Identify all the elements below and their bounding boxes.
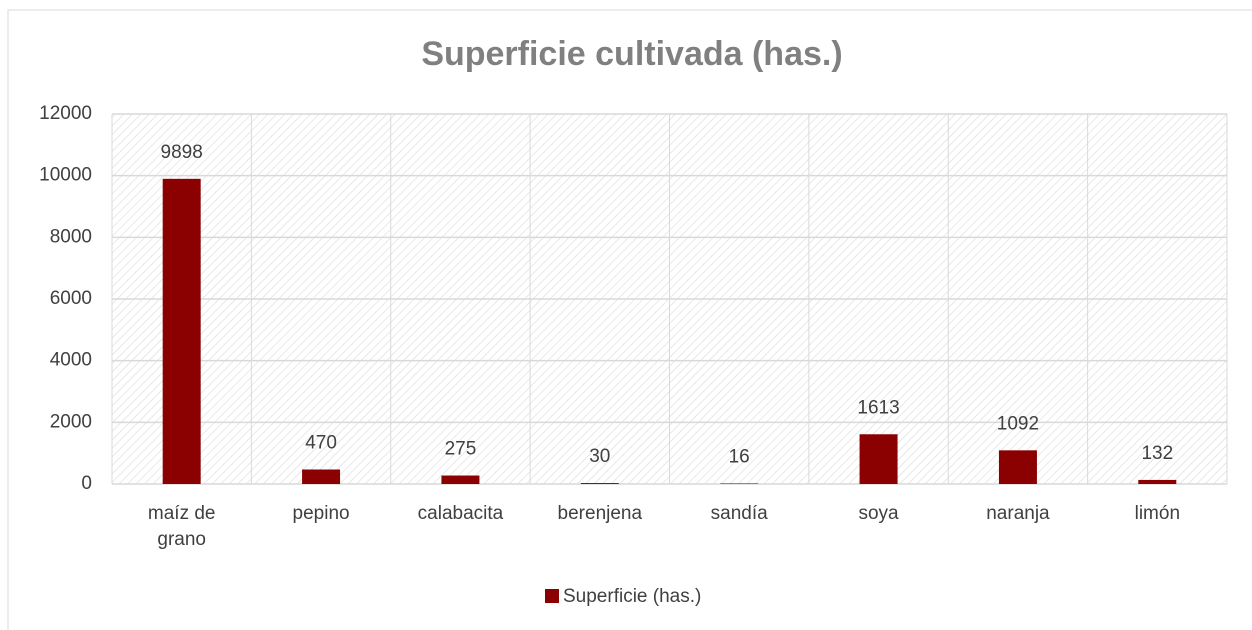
data-label: 16 bbox=[729, 447, 750, 468]
data-label: 1613 bbox=[857, 397, 899, 418]
x-tick-label: pepino bbox=[292, 503, 350, 524]
x-tick-label: limón bbox=[1134, 503, 1181, 524]
bar bbox=[1138, 479, 1177, 484]
data-label: 30 bbox=[589, 446, 610, 467]
x-tick-label: calabacita bbox=[417, 503, 504, 524]
x-tick-label: soya bbox=[858, 503, 899, 524]
bar bbox=[580, 483, 619, 484]
bar bbox=[302, 469, 341, 484]
bar bbox=[859, 434, 898, 484]
legend-label: Superficie (has.) bbox=[563, 586, 701, 607]
data-label: 275 bbox=[445, 439, 477, 460]
bar bbox=[998, 450, 1037, 484]
y-tick-label: 4000 bbox=[50, 350, 92, 371]
y-tick-label: 10000 bbox=[39, 165, 92, 186]
x-tick-label: berenjena bbox=[557, 503, 643, 524]
data-label: 470 bbox=[305, 433, 337, 454]
bar bbox=[162, 178, 201, 485]
y-tick-label: 6000 bbox=[50, 288, 92, 309]
chart-title: Superficie cultivada (has.) bbox=[421, 35, 842, 73]
y-tick-label: 12000 bbox=[39, 103, 92, 124]
bar bbox=[441, 475, 480, 484]
data-label: 9898 bbox=[161, 142, 203, 163]
x-tick-label: naranja bbox=[986, 503, 1050, 524]
x-tick-label: sandía bbox=[710, 503, 768, 524]
data-label: 132 bbox=[1141, 443, 1173, 464]
data-label: 1092 bbox=[997, 413, 1039, 434]
x-tick-label: maíz de grano bbox=[147, 503, 216, 550]
y-tick-label: 8000 bbox=[50, 226, 92, 247]
legend-swatch bbox=[545, 589, 559, 603]
y-tick-label: 0 bbox=[81, 473, 92, 494]
y-tick-label: 2000 bbox=[50, 411, 92, 432]
